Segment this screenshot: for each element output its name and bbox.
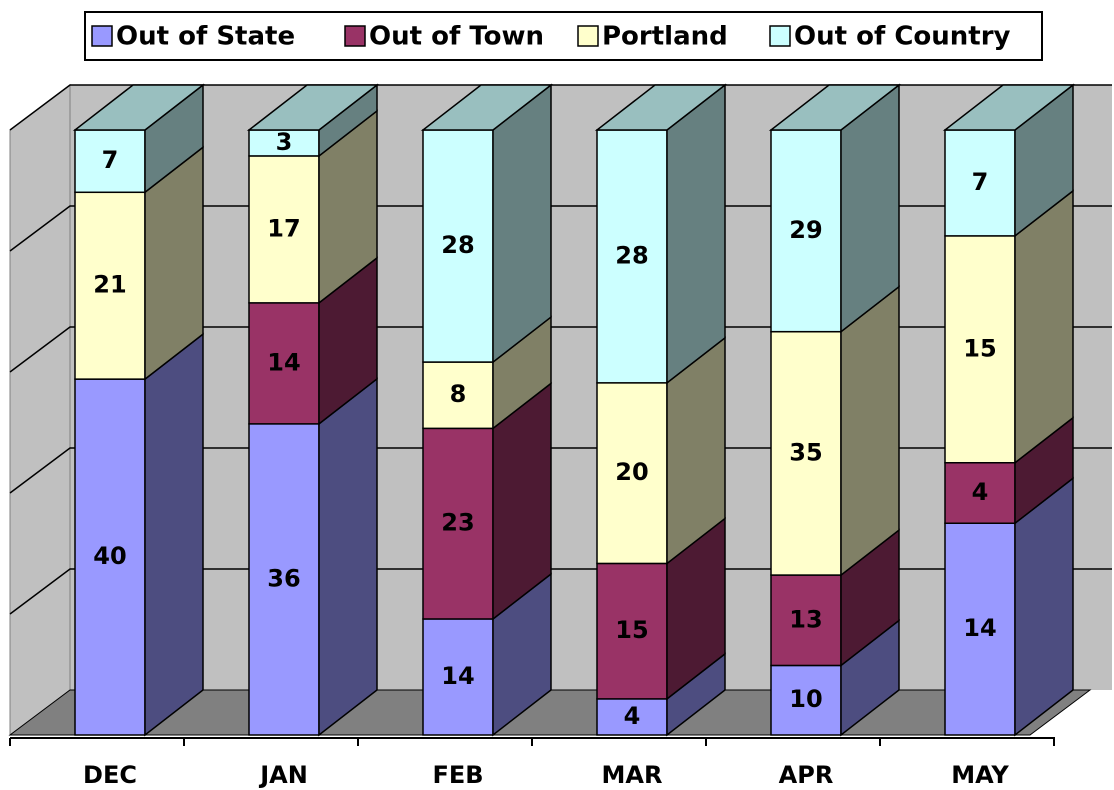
data-label: 3 — [276, 128, 293, 156]
bar-side — [840, 285, 900, 577]
bar — [422, 361, 494, 430]
x-tick-label: FEB — [432, 761, 483, 789]
legend-label: Out of State — [116, 22, 295, 52]
x-tick-label: DEC — [83, 761, 137, 789]
data-label: 10 — [789, 685, 822, 713]
bar-side — [144, 332, 204, 737]
data-label: 36 — [267, 564, 300, 592]
bar — [770, 664, 842, 736]
grid-line — [9, 205, 1112, 252]
side-wall — [9, 84, 71, 736]
data-label: 23 — [441, 509, 474, 537]
bar-side — [666, 83, 726, 385]
legend-swatch — [769, 25, 791, 47]
bar-top — [768, 84, 902, 131]
x-tick-label: APR — [779, 761, 834, 789]
bar — [944, 235, 1016, 464]
x-tick-label: MAY — [951, 761, 1009, 789]
grid-line — [9, 84, 1112, 131]
data-label: 29 — [789, 216, 822, 244]
bar — [596, 129, 668, 384]
grid-line — [9, 568, 1112, 615]
bar-top — [942, 84, 1076, 131]
data-label: 14 — [267, 348, 300, 376]
bar-side — [1014, 189, 1074, 465]
bar — [422, 618, 494, 736]
legend-swatch — [91, 25, 113, 47]
data-label: 28 — [615, 241, 648, 269]
data-label: 13 — [789, 605, 822, 633]
bar — [248, 302, 320, 425]
bar-top — [246, 84, 380, 131]
bar-top — [420, 84, 554, 131]
legend-label: Out of Town — [369, 22, 544, 52]
data-label: 20 — [615, 458, 648, 486]
bar-side — [318, 377, 378, 737]
data-label: 40 — [93, 542, 126, 570]
data-label: 17 — [267, 214, 300, 242]
legend-label: Out of Country — [794, 22, 1011, 52]
bar — [770, 129, 842, 333]
data-label: 7 — [972, 168, 989, 196]
bar — [74, 378, 146, 736]
data-label: 35 — [789, 438, 822, 466]
legend-swatch — [344, 25, 366, 47]
bar — [422, 427, 494, 620]
legend-box — [84, 11, 1043, 61]
data-label: 4 — [624, 702, 641, 730]
bar — [944, 522, 1016, 736]
data-label: 15 — [615, 616, 648, 644]
grid-line — [9, 447, 1112, 494]
data-label: 4 — [972, 478, 989, 506]
grid-line — [9, 326, 1112, 373]
data-label: 8 — [450, 380, 467, 408]
x-tick-label: JAN — [258, 761, 308, 789]
bar — [74, 191, 146, 380]
x-tick-label: MAR — [602, 761, 663, 789]
legend-label: Portland — [602, 22, 728, 52]
data-label: 14 — [963, 614, 996, 642]
bar-top — [72, 84, 206, 131]
data-label: 14 — [441, 662, 474, 690]
bar-top — [594, 84, 728, 131]
legend-swatch — [577, 25, 599, 47]
data-label: 15 — [963, 334, 996, 362]
data-label: 28 — [441, 231, 474, 259]
data-label: 7 — [102, 146, 119, 174]
bar — [596, 382, 668, 565]
data-label: 21 — [93, 271, 126, 299]
bar-side — [492, 83, 552, 364]
